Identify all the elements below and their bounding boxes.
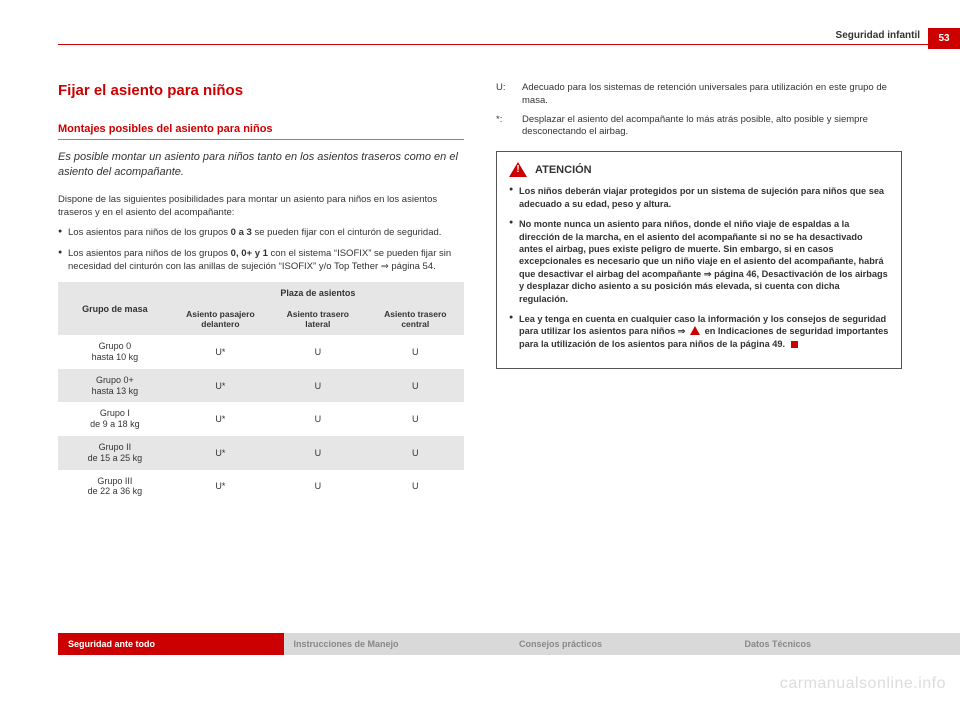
heading-1: Fijar el asiento para niños xyxy=(58,82,464,99)
definition-row: U: Adecuado para los sistemas de retenci… xyxy=(496,82,902,108)
warning-bullet: Los niños deberán viajar protegidos por … xyxy=(509,185,889,210)
table-header: Asiento trasero lateral xyxy=(269,304,366,336)
heading-2: Montajes posibles del asiento para niños xyxy=(58,123,464,140)
text-bold: 0, 0+ y 1 xyxy=(231,248,268,259)
section-label: Seguridad infantil xyxy=(836,30,920,41)
footer-tab-instrucciones[interactable]: Instrucciones de Manejo xyxy=(284,633,510,655)
table-cell: Grupo Ide 9 a 18 kg xyxy=(58,402,172,436)
text-bold: 0 a 3 xyxy=(231,227,252,238)
lead-paragraph: Es posible montar un asiento para niños … xyxy=(58,150,464,180)
table-cell: U xyxy=(269,369,366,403)
table-cell: U* xyxy=(172,369,269,403)
table-cell: U xyxy=(367,369,464,403)
table-row: Grupo 0hasta 10 kg U* U U xyxy=(58,335,464,369)
content-columns: Fijar el asiento para niños Montajes pos… xyxy=(58,82,902,503)
manual-page: Seguridad infantil 53 Fijar el asiento p… xyxy=(0,0,960,701)
table-row: Grupo IIde 15 a 25 kg U* U U xyxy=(58,436,464,470)
footer-tab-seguridad[interactable]: Seguridad ante todo xyxy=(58,633,284,655)
table-cell: Grupo 0+hasta 13 kg xyxy=(58,369,172,403)
warning-box: ATENCIÓN Los niños deberán viajar proteg… xyxy=(496,151,902,369)
table-header: Plaza de asientos xyxy=(172,282,464,304)
table-cell: U* xyxy=(172,402,269,436)
seat-table: Grupo de masa Plaza de asientos Asiento … xyxy=(58,282,464,504)
bullet-item: Los asientos para niños de los grupos 0,… xyxy=(58,248,464,274)
warning-title: ATENCIÓN xyxy=(535,164,592,176)
text-run: se pueden fijar con el cinturón de segur… xyxy=(252,227,442,238)
table-cell: U xyxy=(269,335,366,369)
table-cell: Grupo 0hasta 10 kg xyxy=(58,335,172,369)
table-cell: U xyxy=(269,470,366,504)
table-row: Grupo Ide 9 a 18 kg U* U U xyxy=(58,402,464,436)
bullet-item: Los asientos para niños de los grupos 0 … xyxy=(58,227,464,240)
table-cell: U* xyxy=(172,335,269,369)
table-cell: U xyxy=(367,470,464,504)
table-cell: U xyxy=(367,335,464,369)
table-header: Asiento pasajero delantero xyxy=(172,304,269,336)
table-row: Grupo IIIde 22 a 36 kg U* U U xyxy=(58,470,464,504)
table-header: Asiento trasero central xyxy=(367,304,464,336)
warning-triangle-icon xyxy=(690,326,700,335)
definition-value: Adecuado para los sistemas de retención … xyxy=(522,82,902,108)
definition-key: U: xyxy=(496,82,514,108)
intro-paragraph: Dispone de las siguientes posibilidades … xyxy=(58,194,464,220)
table-cell: U xyxy=(367,402,464,436)
table-header: Grupo de masa xyxy=(58,282,172,336)
text-run: Los asientos para niños de los grupos xyxy=(68,248,231,259)
text-run: Los asientos para niños de los grupos xyxy=(68,227,231,238)
table-row: Grupo 0+hasta 13 kg U* U U xyxy=(58,369,464,403)
left-column: Fijar el asiento para niños Montajes pos… xyxy=(58,82,464,503)
right-column: U: Adecuado para los sistemas de retenci… xyxy=(496,82,902,503)
table-cell: Grupo IIIde 22 a 36 kg xyxy=(58,470,172,504)
table-cell: U xyxy=(367,436,464,470)
warning-heading: ATENCIÓN xyxy=(509,162,889,177)
table-cell: U* xyxy=(172,436,269,470)
warning-bullet: No monte nunca un asiento para niños, do… xyxy=(509,218,889,305)
footer-tab-datos[interactable]: Datos Técnicos xyxy=(735,633,960,655)
footer-tabs: Seguridad ante todo Instrucciones de Man… xyxy=(58,633,960,655)
warning-bullet: Lea y tenga en cuenta en cualquier caso … xyxy=(509,313,889,350)
watermark: carmanualsonline.info xyxy=(780,675,946,693)
footer-tab-consejos[interactable]: Consejos prácticos xyxy=(509,633,735,655)
top-rule xyxy=(58,44,960,45)
table-cell: U* xyxy=(172,470,269,504)
page-number-badge: 53 xyxy=(928,28,960,49)
definition-key: *: xyxy=(496,114,514,140)
table-cell: U xyxy=(269,436,366,470)
warning-triangle-icon xyxy=(509,162,527,177)
table-cell: Grupo IIde 15 a 25 kg xyxy=(58,436,172,470)
definition-value: Desplazar el asiento del acompañante lo … xyxy=(522,114,902,140)
table-cell: U xyxy=(269,402,366,436)
definition-row: *: Desplazar el asiento del acompañante … xyxy=(496,114,902,140)
end-of-section-icon xyxy=(791,341,798,348)
